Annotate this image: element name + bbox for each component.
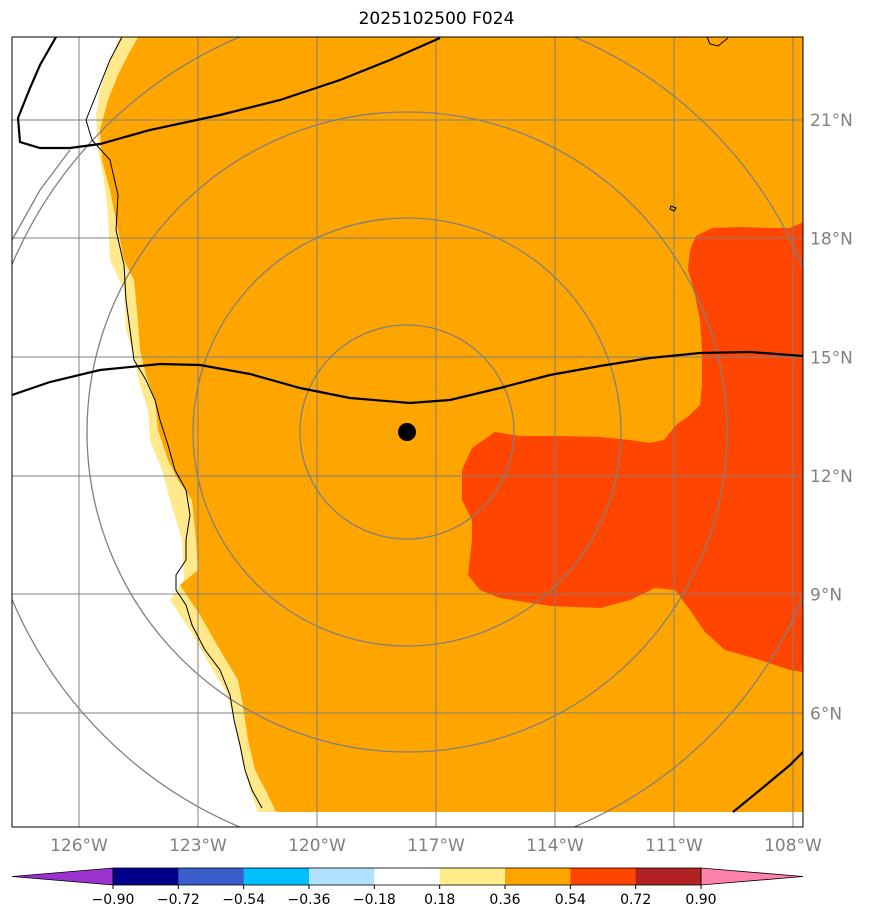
field-0.36-0.54 (100, 37, 803, 812)
latitude-label: 12°N (810, 467, 853, 487)
colorbar-segment (243, 868, 310, 885)
plot-frame (11, 36, 804, 828)
longitude-label: 111°W (645, 836, 703, 856)
latitude-label: 18°N (810, 230, 853, 250)
map-title: 2025102500 F024 (358, 9, 515, 29)
island-outline (669, 205, 677, 212)
colorbar-segment (309, 868, 375, 885)
colorbar-tick-label: 0.54 (555, 892, 586, 908)
colorbar-segment (635, 868, 702, 885)
storm-center-marker (398, 423, 416, 441)
colorbar-tick-label: −0.90 (92, 892, 135, 908)
colorbar-tick-label: −0.72 (157, 892, 200, 908)
colorbar-tick-label: 0.72 (620, 892, 651, 908)
longitude-label: 114°W (526, 836, 584, 856)
colorbar: −0.90 −0.72 −0.54 −0.36 −0.18 0.18 0.36 0.54 0.7… (11, 867, 804, 908)
contour-lines (12, 37, 803, 813)
latitude-label: 15°N (810, 348, 853, 368)
colorbar-tick-label: −0.36 (288, 892, 331, 908)
colorbar-segment (570, 868, 637, 885)
colorbar-segment (113, 868, 179, 885)
latitude-label: 9°N (810, 586, 842, 606)
coastline-north (706, 37, 729, 47)
colorbar-segment (178, 868, 245, 885)
colorbar-segment (374, 868, 441, 885)
map-plot-area (12, 37, 803, 827)
longitude-label: 123°W (169, 836, 227, 856)
colorbar-tick-label: 0.36 (489, 892, 520, 908)
range-ring-outer-arc (12, 149, 71, 241)
longitude-labels: 126°W 123°W 120°W 117°W 114°W 111°W 108°W (50, 836, 822, 856)
colorbar-extend-low (11, 867, 114, 886)
field-0.54-0.72 (462, 222, 803, 672)
colorbar-segment (505, 868, 571, 885)
colorbar-tick-label: −0.18 (353, 892, 396, 908)
colorbar-segment (439, 868, 506, 885)
longitude-label: 126°W (50, 836, 108, 856)
colorbar-tick-label: 0.18 (424, 892, 455, 908)
latitude-labels: 21°N 18°N 15°N 12°N 9°N 6°N (810, 111, 853, 724)
colorbar-frame (112, 867, 702, 886)
colorbar-tick-label: −0.54 (222, 892, 265, 908)
latitude-label: 6°N (810, 704, 842, 724)
longitude-label: 120°W (288, 836, 346, 856)
latitude-label: 21°N (810, 111, 853, 131)
range-rings (12, 37, 803, 827)
longitude-label: 108°W (764, 836, 822, 856)
colorbar-tick-label: 0.90 (685, 892, 716, 908)
graticule (12, 37, 803, 827)
colorbar-extend-high (700, 867, 804, 886)
longitude-label: 117°W (407, 836, 465, 856)
coastline (85, 37, 263, 809)
